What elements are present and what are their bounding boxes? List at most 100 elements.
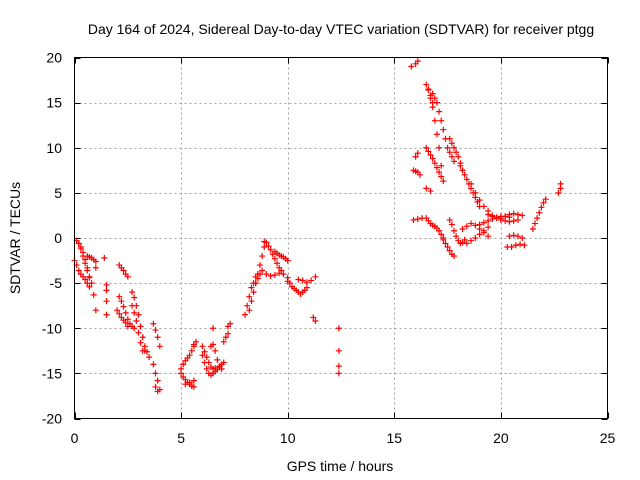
- data-point: [423, 185, 430, 192]
- data-point: [227, 320, 234, 327]
- y-axis-title: SDTVAR / TECUs: [7, 182, 23, 294]
- data-point: [431, 95, 438, 102]
- x-axis-title: GPS time / hours: [287, 458, 394, 474]
- series-sat-as: [457, 162, 483, 210]
- data-point: [203, 354, 210, 361]
- data-point: [472, 235, 479, 241]
- data-point: [284, 257, 291, 264]
- plot-frame: [74, 57, 608, 419]
- data-point: [485, 224, 492, 231]
- data-point: [459, 167, 466, 174]
- data-point: [84, 264, 91, 271]
- data-point: [427, 188, 434, 195]
- data-point: [222, 334, 229, 341]
- data-point: [150, 320, 157, 327]
- series-sat-t: [199, 352, 227, 379]
- data-point: [103, 281, 110, 288]
- data-point: [129, 289, 136, 296]
- series-sat-ah: [335, 325, 342, 377]
- series-sat-ba: [485, 211, 521, 225]
- y-tick-label: -15: [42, 365, 62, 381]
- y-tick-label: 20: [46, 50, 62, 66]
- series-sat-i: [114, 307, 131, 330]
- data-point: [303, 279, 310, 286]
- data-point: [517, 241, 524, 248]
- data-point: [312, 273, 319, 280]
- data-point: [225, 330, 232, 337]
- series-sat-f: [90, 291, 99, 314]
- data-point: [141, 343, 148, 350]
- data-point: [256, 262, 263, 269]
- data-point: [152, 383, 159, 390]
- data-point: [276, 270, 283, 277]
- data-point: [510, 232, 517, 239]
- data-point: [214, 356, 221, 363]
- data-point: [86, 273, 93, 280]
- data-point: [271, 272, 278, 279]
- x-tick-label: 25: [600, 430, 616, 446]
- data-point: [472, 222, 479, 229]
- data-point: [446, 216, 453, 223]
- data-point: [152, 327, 159, 334]
- data-point: [248, 284, 255, 291]
- data-point: [461, 171, 468, 178]
- data-point: [519, 212, 526, 219]
- series-sat-r: [182, 377, 197, 388]
- series-sat-ao: [429, 90, 457, 165]
- data-point: [444, 244, 451, 251]
- series-sat-n: [150, 361, 163, 393]
- data-point: [453, 149, 460, 156]
- data-point: [299, 277, 306, 284]
- data-point: [446, 247, 453, 254]
- x-tick-label: 0: [71, 430, 79, 446]
- series-sat-al: [412, 150, 421, 160]
- data-point: [463, 240, 470, 247]
- y-tick-label: -10: [42, 320, 62, 336]
- data-point: [414, 58, 421, 65]
- series-sat-bc: [504, 241, 528, 251]
- data-point: [124, 273, 131, 280]
- data-point: [512, 242, 519, 249]
- data-point: [510, 217, 517, 224]
- series-sat-aq: [423, 185, 434, 195]
- data-point: [131, 309, 138, 316]
- series-sat-ak: [410, 215, 426, 223]
- y-tick-label: 10: [46, 140, 62, 156]
- series-sat-q: [178, 343, 197, 372]
- data-point: [186, 352, 193, 359]
- data-point: [190, 377, 197, 384]
- data-point: [335, 370, 342, 377]
- series-sat-ai: [408, 58, 421, 70]
- data-point: [182, 381, 189, 388]
- data-point: [440, 178, 447, 185]
- data-point: [116, 293, 123, 300]
- series-sat-k: [129, 302, 146, 354]
- data-point: [92, 264, 99, 271]
- data-point: [180, 361, 187, 368]
- data-point: [101, 254, 108, 261]
- data-point: [312, 318, 319, 325]
- data-point: [259, 253, 266, 260]
- data-point: [75, 240, 82, 247]
- data-point: [514, 216, 521, 223]
- data-point: [335, 363, 342, 370]
- data-point: [203, 365, 210, 372]
- data-point: [436, 108, 443, 115]
- data-point: [271, 255, 278, 262]
- data-point: [154, 388, 161, 395]
- data-point: [431, 160, 438, 167]
- data-point: [485, 233, 492, 240]
- series-sat-m: [150, 320, 163, 350]
- data-point: [414, 216, 421, 223]
- data-point: [122, 319, 129, 326]
- data-point: [414, 150, 421, 157]
- data-point: [210, 341, 217, 348]
- data-point: [131, 325, 138, 332]
- data-point: [248, 298, 255, 305]
- data-point: [139, 334, 146, 341]
- chart-title: Day 164 of 2024, Sidereal Day-to-day VTE…: [88, 21, 594, 37]
- data-point: [446, 135, 453, 142]
- data-point: [410, 216, 417, 223]
- data-point: [274, 260, 281, 267]
- data-point: [303, 284, 310, 291]
